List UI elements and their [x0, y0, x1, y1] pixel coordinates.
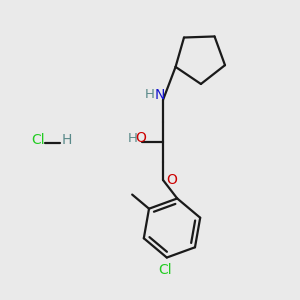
Text: H: H	[145, 88, 155, 101]
Text: O: O	[167, 173, 177, 187]
Text: N: N	[155, 88, 165, 102]
Text: O: O	[136, 131, 146, 145]
Text: H: H	[62, 133, 72, 147]
Text: Cl: Cl	[31, 133, 45, 147]
Text: H: H	[128, 131, 138, 145]
Text: Cl: Cl	[158, 262, 172, 277]
